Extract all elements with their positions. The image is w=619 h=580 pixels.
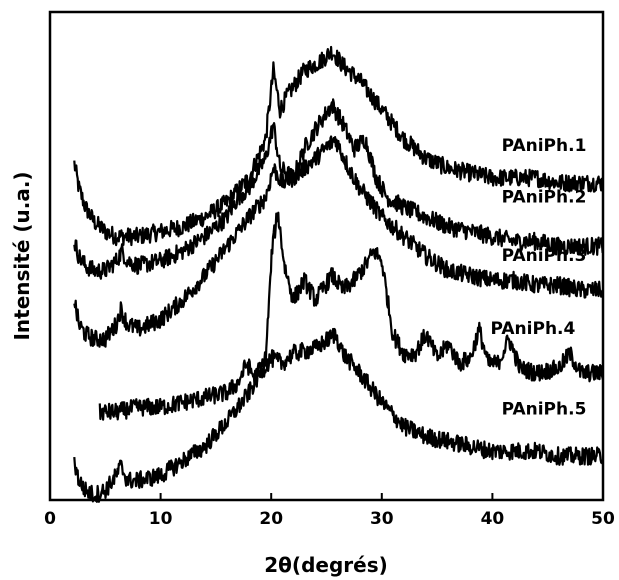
series-line-4	[98, 211, 604, 421]
series-label-4: PAniPh.4	[491, 319, 576, 339]
series-traces	[73, 45, 604, 503]
x-tick-label-40: 40	[481, 509, 505, 529]
x-tick-label-10: 10	[149, 509, 173, 529]
series-label-3: PAniPh.3	[502, 246, 587, 266]
x-tick-label-30: 30	[370, 509, 394, 529]
series-label-1: PAniPh.1	[502, 136, 587, 156]
series-line-1	[73, 45, 604, 247]
x-tick-labels: 0 10 20 30 40 50	[44, 509, 615, 529]
x-axis-label: 2θ(degrés)	[264, 553, 387, 577]
series-line-5	[73, 327, 604, 503]
series-labels: PAniPh.1 PAniPh.2 PAniPh.3 PAniPh.4 PAniPh.5	[491, 136, 587, 420]
plot-frame	[48, 10, 605, 502]
series-label-5: PAniPh.5	[502, 400, 587, 420]
x-tick-label-20: 20	[259, 509, 283, 529]
series-line-3	[73, 135, 604, 348]
y-axis-label: Intensité (u.a.)	[10, 171, 34, 340]
x-tick-label-50: 50	[591, 509, 615, 529]
series-label-2: PAniPh.2	[502, 187, 587, 207]
series-line-2	[73, 98, 604, 280]
x-ticks	[49, 493, 604, 500]
x-tick-label-0: 0	[44, 509, 56, 529]
